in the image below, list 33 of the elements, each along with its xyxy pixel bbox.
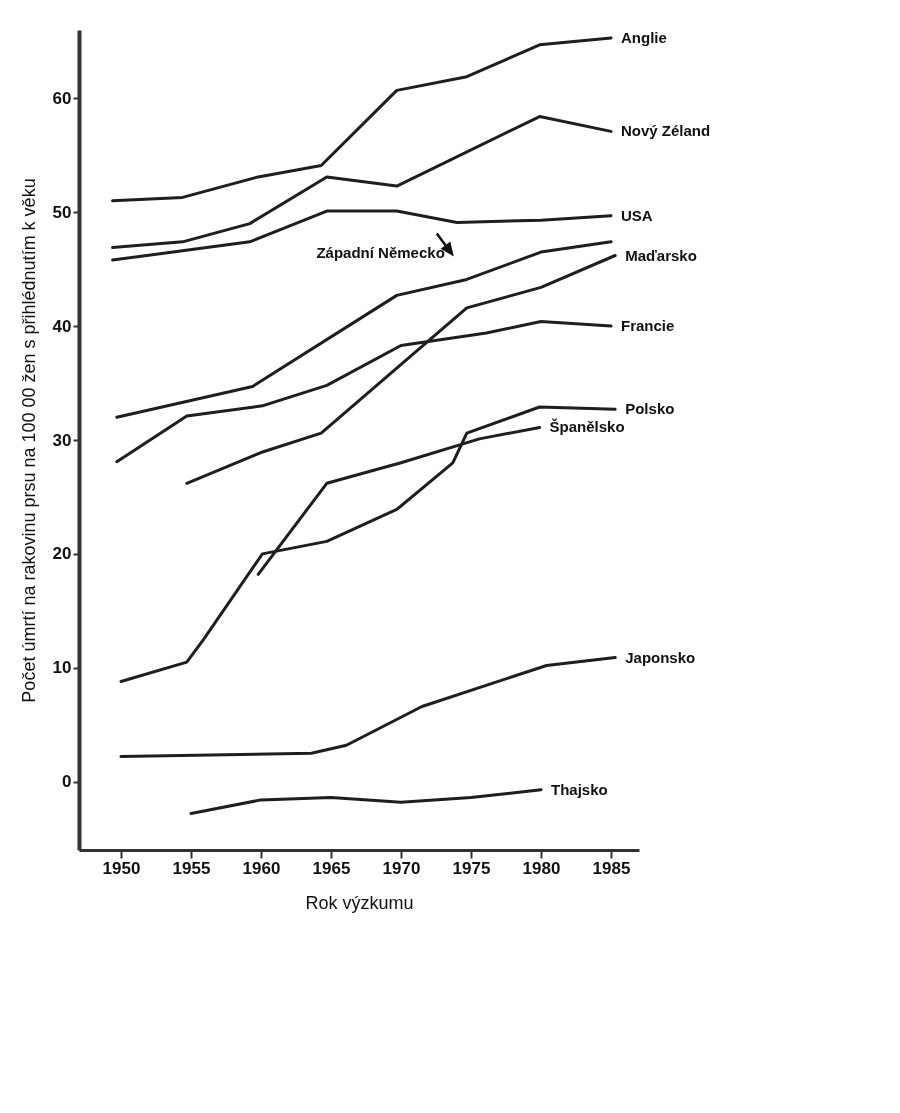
series-label: Nový Zéland <box>621 122 711 140</box>
series-label: Polsko <box>625 400 675 418</box>
y-tick-label: 20 <box>52 544 72 564</box>
line-series <box>119 656 617 759</box>
series-label: Španělsko <box>549 418 625 436</box>
series-label: Anglie <box>621 28 667 46</box>
y-tick-label: 40 <box>52 316 72 336</box>
series-label: Thajsko <box>551 780 608 798</box>
series-label: Japonsko <box>625 648 696 666</box>
x-tick-label: 1970 <box>382 858 421 878</box>
y-tick-label: 50 <box>52 202 72 222</box>
line-series <box>111 209 613 262</box>
x-tick-label: 1985 <box>592 858 631 878</box>
x-tick-label: 1975 <box>452 858 491 878</box>
y-tick-label: 30 <box>52 430 72 450</box>
series-label: Francie <box>621 317 675 335</box>
y-axis-title: Počet úmrtí na rakovinu prsu na 100 00 žen s přihlédnutím k věku <box>18 178 39 703</box>
y-tick-label: 0 <box>62 772 72 792</box>
x-tick-label: 1980 <box>522 858 561 878</box>
x-axis-title: Rok výzkumu <box>305 892 414 913</box>
x-tick-label: 1950 <box>102 858 141 878</box>
line-series <box>189 788 543 816</box>
x-tick-label: 1965 <box>312 858 351 878</box>
x-tick-label: 1960 <box>242 858 281 878</box>
line-series <box>115 240 613 419</box>
x-tick-label: 1955 <box>172 858 211 878</box>
line-series <box>111 36 613 203</box>
line-series <box>256 425 542 576</box>
y-tick-label: 10 <box>52 658 72 678</box>
annotation: Západní Německo <box>316 244 445 262</box>
y-tick-label: 60 <box>52 88 72 108</box>
series-label: USA <box>621 206 653 224</box>
series-label: Maďarsko <box>625 246 697 264</box>
